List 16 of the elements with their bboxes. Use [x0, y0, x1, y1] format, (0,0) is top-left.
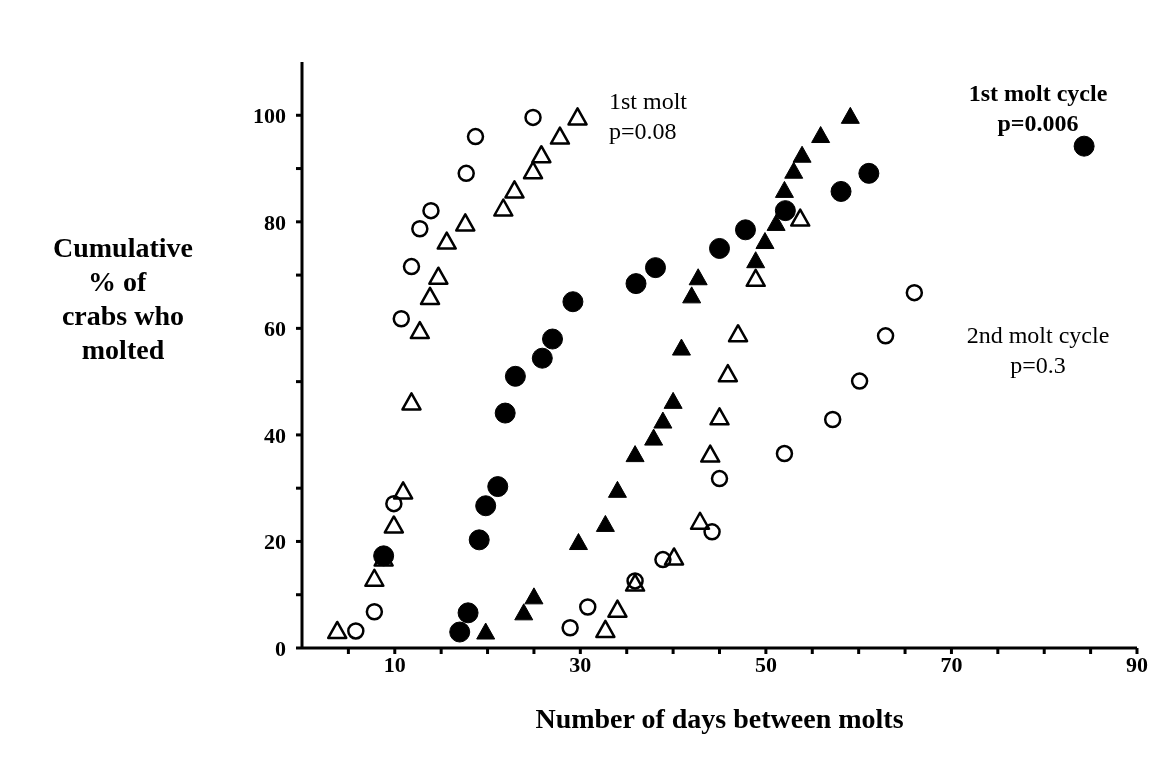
x-tick-label: 10: [383, 651, 406, 677]
y-axis-title: Cumulative % of crabs who molted: [53, 232, 193, 365]
annotation: 2nd molt cycle p=0.3: [965, 321, 1111, 380]
y-tick-label: 60: [264, 316, 286, 342]
x-tick-label: 50: [754, 651, 777, 677]
y-tick-label: 80: [264, 209, 286, 235]
y-tick-label: 20: [264, 529, 286, 555]
y-tick-label: 100: [253, 103, 286, 129]
y-tick-label: 40: [264, 422, 286, 448]
y-tick-label: 0: [275, 636, 286, 661]
annotation: 1st molt cycle p=0.006: [967, 79, 1109, 138]
x-tick-label: 30: [569, 651, 592, 677]
x-tick-label: 90: [1126, 651, 1148, 677]
x-tick-label: 70: [940, 651, 963, 677]
x-axis-title: Number of days between molts: [535, 703, 904, 734]
annotation: 1st molt p=0.08: [609, 87, 688, 146]
